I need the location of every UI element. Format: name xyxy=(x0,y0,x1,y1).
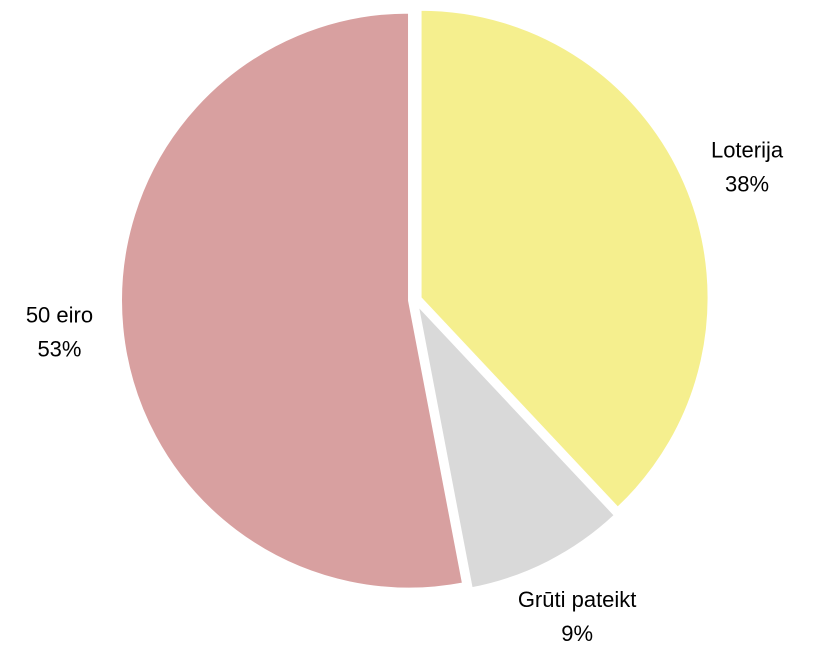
pie-slice xyxy=(120,11,465,590)
slice-value-label: 38% xyxy=(725,171,769,196)
slice-value-label: 9% xyxy=(561,621,593,646)
pie-slice xyxy=(416,302,617,590)
slice-label: 50 eiro xyxy=(26,302,93,327)
pie-slice xyxy=(419,8,710,510)
slice-label: Loterija xyxy=(711,137,784,162)
slice-value-label: 53% xyxy=(37,336,81,361)
slice-label: Grūti pateikt xyxy=(518,587,637,612)
